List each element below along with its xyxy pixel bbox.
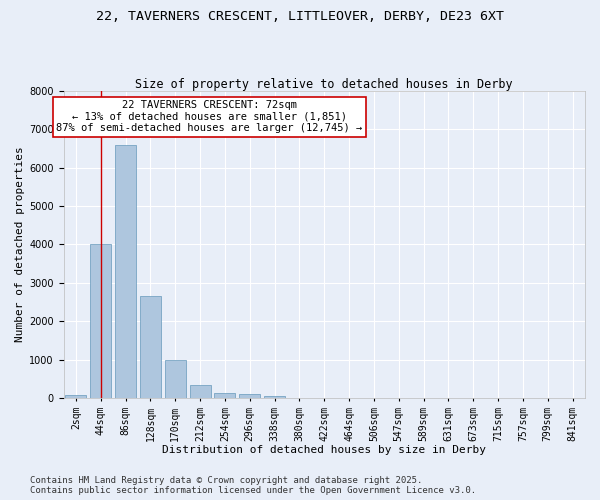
Title: Size of property relative to detached houses in Derby: Size of property relative to detached ho… (136, 78, 513, 91)
Bar (264, 396, 285, 398)
Bar (115, 144, 136, 398)
Bar (140, 296, 161, 398)
Bar (239, 394, 260, 398)
Y-axis label: Number of detached properties: Number of detached properties (15, 146, 25, 342)
Bar (190, 385, 211, 398)
Bar (165, 360, 186, 398)
Text: Contains HM Land Registry data © Crown copyright and database right 2025.
Contai: Contains HM Land Registry data © Crown c… (30, 476, 476, 495)
Bar (214, 394, 235, 398)
Text: 22 TAVERNERS CRESCENT: 72sqm
← 13% of detached houses are smaller (1,851)
87% of: 22 TAVERNERS CRESCENT: 72sqm ← 13% of de… (56, 100, 362, 134)
X-axis label: Distribution of detached houses by size in Derby: Distribution of detached houses by size … (162, 445, 486, 455)
Bar (65, 396, 86, 398)
Text: 22, TAVERNERS CRESCENT, LITTLEOVER, DERBY, DE23 6XT: 22, TAVERNERS CRESCENT, LITTLEOVER, DERB… (96, 10, 504, 23)
Bar (90, 244, 112, 398)
